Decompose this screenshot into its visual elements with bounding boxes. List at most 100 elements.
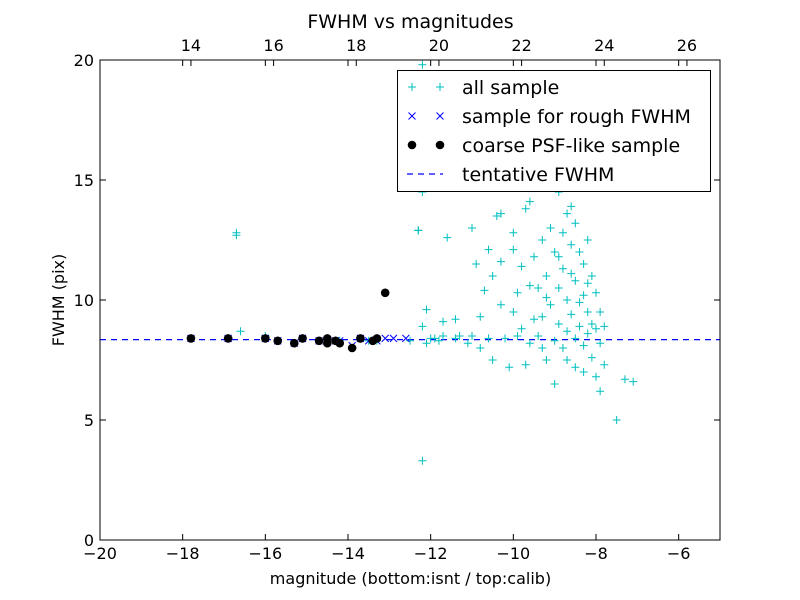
all-sample-point [534, 284, 543, 292]
all-sample-point [629, 377, 638, 386]
legend-label-all-sample: all sample [462, 77, 559, 99]
all-sample-point [509, 228, 518, 237]
x-tick-label: −18 [166, 544, 200, 563]
all-sample-point [587, 272, 596, 280]
x-tick-label: −14 [331, 544, 365, 563]
all-sample-point [579, 341, 588, 350]
all-sample-point [472, 260, 481, 268]
legend-marker-sample-for-rough-fwhm [408, 112, 416, 120]
coarse-psf-like-sample-point [314, 336, 324, 346]
all-sample-point [530, 315, 538, 324]
top-tick-label: 14 [181, 36, 201, 55]
top-tick-label: 22 [511, 36, 531, 55]
all-sample-point [550, 248, 559, 256]
all-sample-point [600, 360, 609, 369]
sample-for-rough-fwhm-point [381, 334, 390, 343]
y-tick-label: 10 [74, 291, 94, 310]
all-sample-point [463, 339, 472, 348]
coarse-psf-like-sample-point [261, 334, 270, 343]
all-sample-point [232, 228, 241, 237]
all-sample-point [525, 197, 534, 206]
coarse-psf-like-sample-point [380, 288, 390, 298]
all-sample-point [476, 312, 485, 321]
y-tick-label: 20 [74, 51, 94, 70]
all-sample-point [558, 228, 567, 237]
all-sample-point [496, 300, 505, 309]
coarse-psf-like-sample-point [289, 338, 299, 348]
all-sample-point [488, 356, 497, 364]
coarse-psf-like-sample-point [223, 334, 233, 343]
all-sample-point [542, 272, 551, 280]
all-sample-point [476, 344, 485, 352]
all-sample-point [418, 60, 427, 69]
series-coarse-psf-like-sample [186, 288, 390, 353]
all-sample-point [558, 344, 567, 352]
all-sample-point [422, 339, 431, 348]
all-sample-point [563, 356, 572, 364]
all-sample-point [579, 368, 588, 376]
all-sample-point [550, 336, 559, 345]
all-sample-point [620, 375, 629, 384]
all-sample-point [414, 226, 423, 235]
y-tick-label: 0 [84, 531, 94, 550]
all-sample-point [443, 233, 452, 242]
all-sample-point [538, 344, 547, 352]
all-sample-point [592, 288, 600, 297]
all-sample-point [567, 269, 576, 278]
x-axis-title: magnitude (bottom:isnt / top:calib) [270, 569, 551, 588]
all-sample-point [592, 372, 600, 381]
all-sample-point [567, 310, 576, 319]
all-sample-point [579, 260, 588, 268]
all-sample-point [575, 298, 584, 307]
sample-for-rough-fwhm-point [389, 334, 398, 343]
all-sample-point [496, 209, 505, 218]
all-sample-point [505, 363, 514, 372]
x-tick-label: −12 [414, 544, 448, 563]
all-sample-point [509, 245, 518, 254]
x-tick-label: −10 [496, 544, 530, 563]
y-tick-label: 15 [74, 171, 94, 190]
all-sample-point [488, 272, 497, 280]
chart-title: FWHM vs magnitudes [307, 11, 513, 33]
top-tick-label: 18 [346, 36, 366, 55]
all-sample-point [546, 224, 555, 232]
all-sample-point [583, 308, 592, 316]
all-sample-point [542, 356, 551, 364]
all-sample-point [418, 322, 427, 331]
all-sample-point [587, 353, 596, 362]
all-sample-point [492, 212, 501, 220]
all-sample-point [501, 334, 510, 343]
legend-marker-coarse-psf-like-sample [435, 140, 445, 150]
top-tick-label: 20 [429, 36, 449, 55]
legend-marker-all-sample [408, 83, 416, 91]
all-sample-point [484, 334, 493, 343]
all-sample-point [571, 276, 580, 285]
all-sample-point [525, 339, 534, 348]
all-sample-point [455, 332, 464, 340]
all-sample-point [571, 334, 580, 343]
x-tick-label: −8 [584, 544, 608, 563]
all-sample-point [567, 240, 576, 249]
all-sample-point [575, 248, 584, 256]
legend: all sample sample for rough FWHM coarse PS… [397, 70, 711, 192]
all-sample-point [517, 262, 526, 271]
all-sample-point [571, 363, 580, 372]
all-sample-point [430, 334, 439, 343]
all-sample-point [513, 288, 522, 297]
all-sample-point [513, 332, 522, 340]
y-tick-label: 5 [84, 411, 94, 430]
all-sample-point [612, 416, 621, 424]
all-sample-point [563, 296, 572, 304]
all-sample-point [439, 317, 448, 326]
all-sample-point [509, 308, 518, 316]
y-axis-title: FWHM (pix) [49, 254, 68, 347]
all-sample-point [468, 332, 476, 340]
coarse-psf-like-sample-point [323, 334, 332, 343]
legend-box [397, 70, 711, 192]
all-sample-point [587, 320, 596, 328]
all-sample-point [422, 305, 431, 314]
all-sample-point [596, 308, 605, 316]
legend-marker-sample-for-rough-fwhm [436, 112, 444, 120]
all-sample-point [418, 456, 427, 465]
